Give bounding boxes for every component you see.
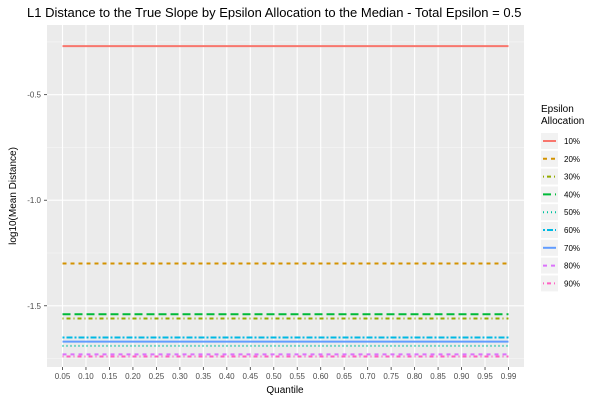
x-tick-label: 0.50 — [266, 372, 282, 381]
legend-key — [541, 150, 558, 167]
y-tick-label: -1.0 — [27, 196, 41, 205]
y-axis-title: log10(Mean Distance) — [8, 147, 19, 245]
x-tick-label: 0.60 — [313, 372, 329, 381]
x-tick-label: 0.65 — [336, 372, 352, 381]
legend-key — [541, 204, 558, 221]
legend-label: 50% — [564, 208, 580, 217]
chart-title: L1 Distance to the True Slope by Epsilon… — [27, 5, 521, 20]
x-axis: 0.05 0.10 0.15 0.20 0.25 0.30 0.35 0.40 0.45 0.50… — [55, 367, 517, 381]
x-tick-label: 0.40 — [219, 372, 235, 381]
legend-label: 30% — [564, 173, 580, 182]
plot-panel — [47, 25, 524, 367]
legend-label: 60% — [564, 226, 580, 235]
x-tick-label: 0.90 — [454, 372, 470, 381]
x-tick-label: 0.05 — [55, 372, 71, 381]
grid-lines — [47, 25, 524, 367]
legend-items: 10% 20% 30% 40% 50% 60% 70% 80% 90% — [541, 133, 580, 292]
y-tick-label: -1.5 — [27, 302, 41, 311]
x-tick-label: 0.70 — [360, 372, 376, 381]
legend-title-line2: Allocation — [541, 116, 584, 127]
legend-label: 90% — [564, 279, 580, 288]
x-axis-title: Quantile — [266, 385, 304, 396]
legend-label: 10% — [564, 137, 580, 146]
x-tick-label: 0.45 — [243, 372, 259, 381]
x-tick-label: 0.25 — [149, 372, 165, 381]
x-tick-label: 0.20 — [125, 372, 141, 381]
legend: Epsilon Allocation 10% 20% 30% 40% 50% 60% 70%… — [541, 104, 584, 292]
x-tick-label: 0.75 — [383, 372, 399, 381]
x-tick-label: 0.10 — [78, 372, 94, 381]
x-tick-label: 0.15 — [102, 372, 118, 381]
legend-key — [541, 257, 558, 274]
series-lines — [62, 45, 509, 358]
legend-label: 80% — [564, 262, 580, 271]
x-tick-label: 0.55 — [289, 372, 305, 381]
x-tick-label: 0.30 — [172, 372, 188, 381]
y-tick-label: -0.5 — [27, 91, 41, 100]
x-tick-label: 0.35 — [196, 372, 212, 381]
legend-label: 70% — [564, 244, 580, 253]
legend-label: 40% — [564, 190, 580, 199]
legend-title-line1: Epsilon — [541, 104, 574, 115]
x-tick-label: 0.99 — [501, 372, 517, 381]
y-axis: -0.5 -1.0 -1.5 — [27, 91, 47, 311]
x-tick-label: 0.95 — [477, 372, 493, 381]
x-tick-label: 0.85 — [430, 372, 446, 381]
legend-label: 20% — [564, 155, 580, 164]
x-tick-label: 0.80 — [407, 372, 423, 381]
